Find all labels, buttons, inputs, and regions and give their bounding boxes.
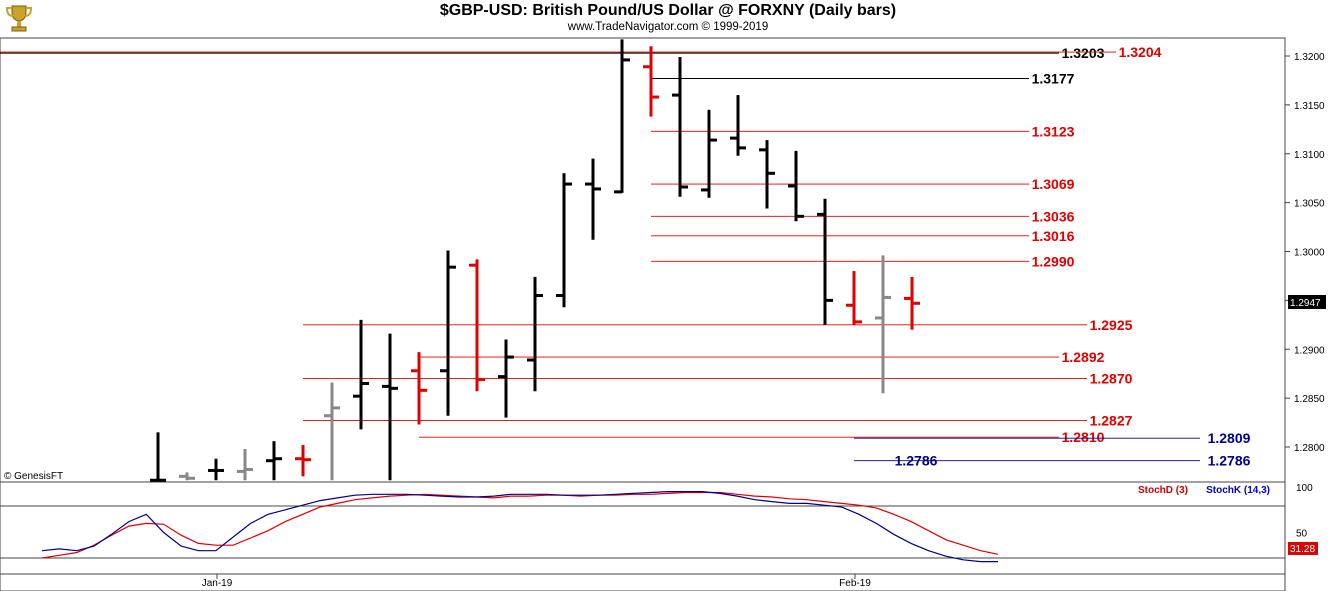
chart-header: $GBP-USD: British Pound/US Dollar @ FORX… (0, 0, 1336, 38)
level-label: 1.2870 (1090, 371, 1133, 387)
level-label: 1.3177 (1032, 70, 1075, 86)
level-label: 1.2827 (1090, 413, 1133, 429)
level-label: 1.2990 (1032, 253, 1075, 269)
price-bar (150, 432, 166, 482)
price-bar (701, 109, 717, 198)
chart-subtitle: www.TradeNavigator.com © 1999-2019 (567, 21, 769, 33)
price-bar (846, 271, 862, 325)
price-bar (324, 382, 340, 481)
level-label: 1.2786 (1208, 453, 1251, 469)
price-panel (0, 37, 1286, 483)
price-bar (788, 150, 804, 222)
price-bar (672, 56, 688, 197)
stoch-tick-label: 100 (1296, 483, 1313, 494)
level-label: 1.3069 (1032, 176, 1075, 192)
price-bar (266, 441, 282, 481)
price-bar (527, 276, 543, 392)
level-label: 1.3036 (1032, 208, 1075, 224)
price-bar (875, 255, 891, 394)
price-bar (179, 472, 195, 481)
price-bar (556, 173, 572, 308)
price-bar (208, 458, 224, 481)
price-bar (382, 333, 398, 481)
price-bar (353, 319, 369, 430)
last-price-box (1288, 295, 1326, 309)
legend-stochD: StochD (3) (1138, 485, 1188, 496)
y-axis-panel (1285, 38, 1336, 591)
y-tick-label: 1.3150 (1294, 101, 1325, 112)
legend-stochK: StochK (14,3) (1206, 485, 1270, 496)
trophy-icon (4, 2, 34, 34)
x-tick-label: Jan-19 (202, 578, 233, 589)
copyright-label: © GenesisFT (4, 471, 63, 482)
level-label: 1.2809 (1208, 430, 1251, 446)
y-tick-label: 1.2900 (1294, 345, 1325, 356)
stoch-last-label: 31.28 (1290, 544, 1315, 555)
stoch-line (41, 491, 998, 563)
y-tick-label: 1.3000 (1294, 248, 1325, 259)
level-label: 1.3016 (1032, 228, 1075, 244)
chart-title: $GBP-USD: British Pound/US Dollar @ FORX… (439, 2, 897, 19)
price-bar (440, 250, 456, 416)
stoch-last-box (1288, 542, 1318, 555)
x-tick-label: Feb-19 (839, 578, 871, 589)
level-label: 1.3123 (1032, 123, 1075, 139)
level-label: 1.2810 (1062, 429, 1105, 445)
price-bar (411, 352, 427, 425)
y-tick-label: 1.2850 (1294, 394, 1325, 405)
y-tick-label: 1.3100 (1294, 150, 1325, 161)
stoch-tick-label: 50 (1296, 529, 1308, 540)
price-bar (904, 276, 920, 330)
price-bar (817, 198, 833, 325)
price-bar (730, 95, 746, 156)
level-label-left: 1.2786 (895, 453, 938, 469)
price-bar (759, 140, 775, 209)
level-label: 1.3204 (1119, 44, 1162, 60)
price-bar (614, 39, 630, 194)
price-bar (295, 445, 311, 477)
price-bar (585, 158, 601, 240)
level-label: 1.2925 (1090, 317, 1133, 333)
level-label: 1.3203 (1062, 45, 1105, 61)
stoch-panel (0, 481, 1286, 575)
level-label: 1.2892 (1062, 349, 1105, 365)
y-tick-label: 1.3200 (1294, 52, 1325, 63)
stoch-line (41, 491, 999, 559)
price-bar (237, 448, 253, 481)
x-axis-panel (0, 573, 1286, 591)
last-price-label: 1.2947 (1290, 298, 1321, 309)
price-bar (469, 259, 485, 392)
y-tick-label: 1.2800 (1294, 443, 1325, 454)
price-bar (498, 339, 514, 418)
price-bar (643, 46, 659, 117)
y-tick-label: 1.3050 (1294, 199, 1325, 210)
